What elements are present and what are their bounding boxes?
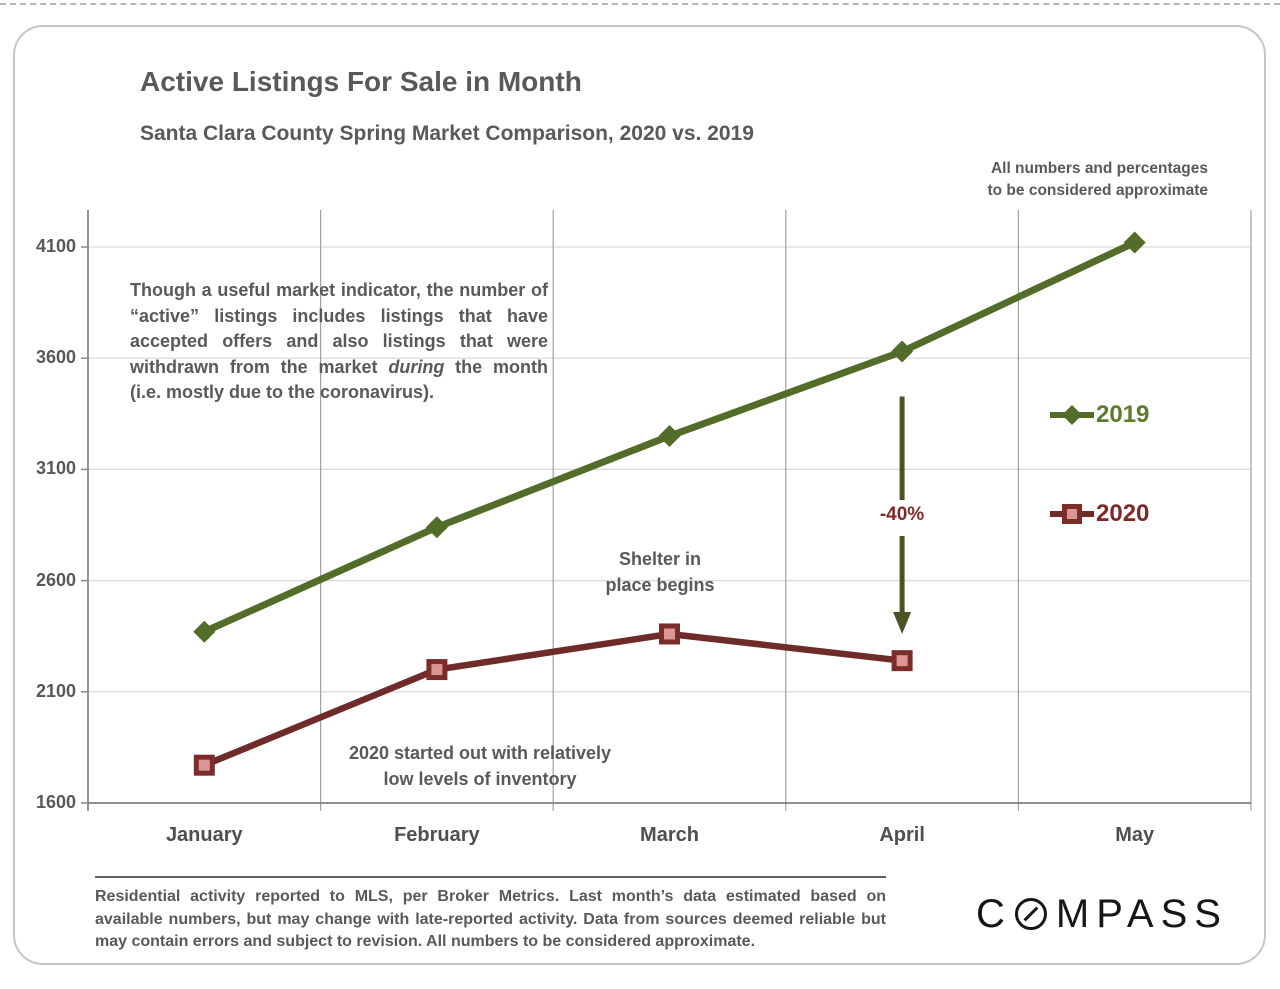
y-tick-label: 4100 <box>35 236 76 256</box>
drop-percentage-label: -40% <box>879 504 925 525</box>
page-subtitle: Santa Clara County Spring Market Compari… <box>140 122 754 145</box>
logo-letter-c: C <box>976 891 1012 936</box>
legend-marker-2019 <box>1062 405 1082 425</box>
legend-2020-label: 2020 <box>1096 500 1150 527</box>
month-label: May <box>1115 824 1155 846</box>
month-label: February <box>394 824 480 846</box>
y-tick-label: 1600 <box>35 792 76 812</box>
y-tick-label: 3100 <box>35 458 76 479</box>
month-label: March <box>640 824 699 846</box>
data-point-2020 <box>891 650 913 672</box>
inventory-note: 2020 started out with relatively low lev… <box>348 743 612 789</box>
logo-letters-mpass: MPASS <box>1055 891 1228 936</box>
chart-card <box>13 25 1266 965</box>
indicator-note-text: Though a useful market indicator, the nu… <box>130 280 548 377</box>
compass-logo: C MPASS <box>976 892 1228 936</box>
legend-2019-label: 2019 <box>1096 401 1150 428</box>
indicator-note-italic: during <box>388 356 445 377</box>
data-point-2019 <box>1123 231 1146 254</box>
y-tick-label: 3600 <box>35 347 76 368</box>
data-point-2020 <box>659 623 680 645</box>
month-label: April <box>879 824 925 846</box>
page-title: Active Listings For Sale in Month <box>140 66 582 97</box>
compass-o-icon <box>1014 898 1047 930</box>
legend-marker-2020 <box>1062 504 1082 524</box>
data-point-2019 <box>193 620 216 643</box>
y-tick-label: 2100 <box>35 680 76 701</box>
approximate-note: All numbers and percentages to be consid… <box>987 160 1209 199</box>
indicator-note: Though a useful market indicator, the nu… <box>130 278 548 406</box>
top-divider <box>0 3 1280 5</box>
data-point-2019 <box>425 516 448 539</box>
data-point-2019 <box>891 340 914 363</box>
data-point-2019 <box>658 425 681 448</box>
y-tick-label: 2600 <box>35 569 76 590</box>
footer-divider <box>95 876 886 878</box>
indicator-note-text-end: the month (i.e. mostly due to the corona… <box>130 356 548 403</box>
drop-arrow-head <box>893 612 912 634</box>
shelter-note: Shelter in place begins <box>605 549 715 595</box>
month-label: January <box>165 824 243 846</box>
data-point-2020 <box>426 659 448 681</box>
series-line-2020 <box>203 630 903 769</box>
footnote: Residential activity reported to MLS, pe… <box>95 888 886 950</box>
data-point-2020 <box>193 754 215 776</box>
